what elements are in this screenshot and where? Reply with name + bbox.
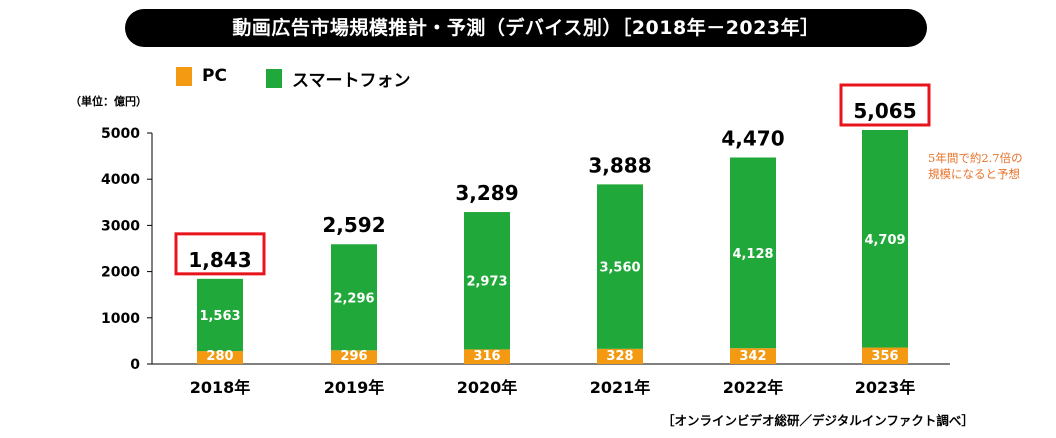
data-label-smartphone: 2,296 <box>333 291 374 306</box>
total-label: 3,888 <box>588 153 651 177</box>
data-label-pc: 342 <box>739 349 766 364</box>
y-tick-label: 3000 <box>101 218 140 234</box>
total-label: 4,470 <box>721 126 784 150</box>
legend-swatch-pc <box>176 66 192 86</box>
bar-smartphone <box>730 157 776 349</box>
x-tick-label: 2021年 <box>590 378 651 397</box>
data-label-pc: 328 <box>606 349 633 364</box>
highlight-box <box>839 83 931 127</box>
x-tick-label: 2022年 <box>723 378 784 397</box>
highlight-box <box>174 232 266 276</box>
x-tick-label: 2020年 <box>457 378 518 397</box>
data-label-smartphone: 4,709 <box>864 233 905 248</box>
data-label-pc: 316 <box>473 349 500 364</box>
data-label-pc: 356 <box>871 349 898 364</box>
x-tick-label: 2023年 <box>855 378 916 397</box>
legend-swatch-smartphone <box>266 69 282 88</box>
data-label-smartphone: 2,973 <box>466 275 507 290</box>
y-tick-label: 2000 <box>101 265 140 281</box>
total-label: 2,592 <box>322 213 385 237</box>
bar-smartphone <box>464 212 510 350</box>
legend-label-pc: PC <box>202 66 227 86</box>
y-tick-label: 0 <box>130 357 140 373</box>
annotation-line-1: 5年間で約2.7倍の <box>928 151 1023 165</box>
data-label-pc: 296 <box>340 349 367 364</box>
bar-smartphone <box>597 184 643 349</box>
bar-smartphone <box>862 129 908 348</box>
total-label: 5,065 <box>853 99 916 123</box>
data-label-smartphone: 1,563 <box>199 309 240 324</box>
x-tick-label: 2018年 <box>190 378 251 397</box>
bar-pc <box>331 350 377 364</box>
bar-pc <box>197 351 243 364</box>
bar-pc <box>597 348 643 364</box>
data-label-pc: 280 <box>206 349 233 364</box>
bar-pc <box>464 349 510 364</box>
source-note: ［オンラインビデオ総研／デジタルインファクト調べ］ <box>662 413 974 428</box>
annotation: 5年間で約2.7倍の 規模になると予想 <box>928 150 1023 182</box>
x-tick-label: 2019年 <box>324 378 385 397</box>
unit-label: （単位：億円） <box>70 95 147 108</box>
data-label-smartphone: 4,128 <box>732 247 773 262</box>
chart-title: 動画広告市場規模推計・予測（デバイス別）［2018年－2023年］ <box>125 9 927 47</box>
legend-pc: PC <box>176 66 227 86</box>
bar-pc <box>862 347 908 364</box>
bar-smartphone <box>197 278 243 352</box>
total-label: 3,289 <box>455 181 518 205</box>
legend-smartphone: スマートフォン <box>266 66 411 91</box>
y-tick-label: 1000 <box>101 311 140 327</box>
annotation-line-2: 規模になると予想 <box>928 167 1020 181</box>
legend-label-smartphone: スマートフォン <box>292 71 411 91</box>
y-tick-label: 5000 <box>101 126 140 142</box>
y-tick-label: 4000 <box>101 172 140 188</box>
total-label: 1,843 <box>188 248 251 272</box>
bar-pc <box>730 348 776 364</box>
data-label-smartphone: 3,560 <box>599 261 640 276</box>
bar-smartphone <box>331 244 377 351</box>
